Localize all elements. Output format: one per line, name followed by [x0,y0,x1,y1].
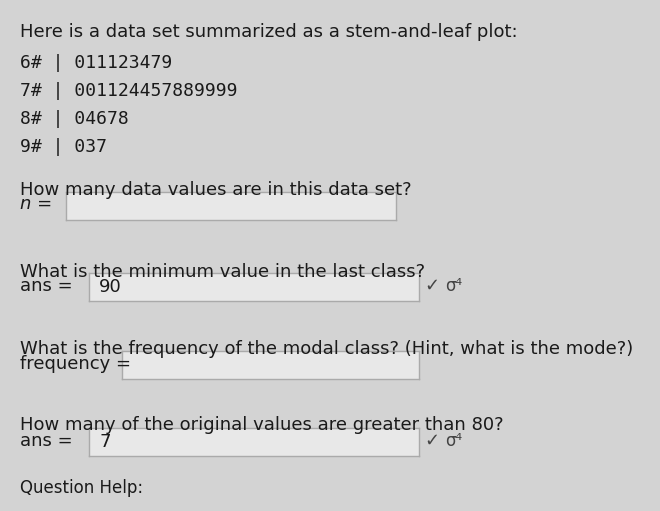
Text: n =: n = [20,195,52,214]
Text: 90: 90 [99,278,121,296]
Text: 9# | 037: 9# | 037 [20,138,107,156]
Text: σ⁴: σ⁴ [446,432,463,450]
Text: σ⁴: σ⁴ [446,277,463,295]
Text: 8# | 04678: 8# | 04678 [20,110,129,128]
Text: ans =: ans = [20,277,73,295]
Text: What is the frequency of the modal class? (Hint, what is the mode?): What is the frequency of the modal class… [20,340,633,358]
Text: ans =: ans = [20,432,73,450]
Text: 7: 7 [99,433,110,451]
Text: 7# | 001124457889999: 7# | 001124457889999 [20,82,238,100]
Text: How many data values are in this data set?: How many data values are in this data se… [20,181,411,199]
Text: ✓: ✓ [424,432,440,450]
Text: How many of the original values are greater than 80?: How many of the original values are grea… [20,416,504,434]
Text: ✓: ✓ [424,277,440,295]
Text: Question Help:: Question Help: [20,479,143,497]
Text: 6# | 011123479: 6# | 011123479 [20,54,172,72]
Text: frequency =: frequency = [20,355,131,373]
Text: What is the minimum value in the last class?: What is the minimum value in the last cl… [20,263,425,281]
Text: Here is a data set summarized as a stem-and-leaf plot:: Here is a data set summarized as a stem-… [20,23,517,41]
